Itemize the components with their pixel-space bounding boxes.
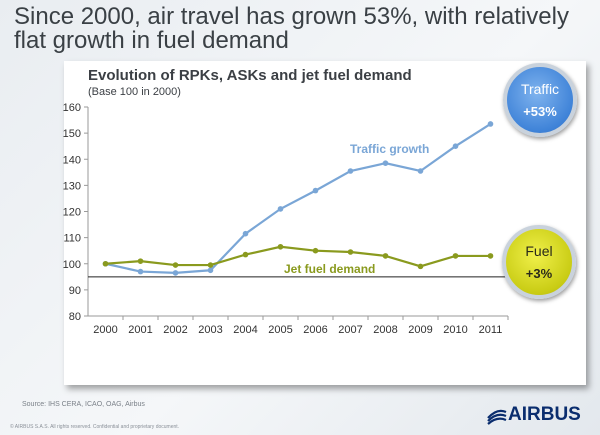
data-point-0 xyxy=(347,168,354,174)
y-tick-label: 100 xyxy=(63,259,81,271)
x-tick-label: 2004 xyxy=(233,324,257,336)
x-tick-label: 2007 xyxy=(338,324,362,336)
x-tick-label: 2000 xyxy=(93,324,117,336)
data-point-1 xyxy=(242,251,249,258)
data-point-1 xyxy=(452,253,459,259)
data-point-1 xyxy=(102,260,109,267)
series-label-fuel: Jet fuel demand xyxy=(284,262,375,276)
y-tick-label: 80 xyxy=(69,311,81,323)
y-tick-label: 160 xyxy=(63,102,81,114)
traffic-badge: Traffic +53% xyxy=(503,63,577,137)
chart-title: Evolution of RPKs, ASKs and jet fuel dem… xyxy=(88,67,412,84)
chart-card xyxy=(64,61,586,385)
series-label-traffic: Traffic growth xyxy=(350,142,429,156)
y-tick-label: 110 xyxy=(63,233,81,245)
data-point-1 xyxy=(277,243,284,250)
data-point-0 xyxy=(487,121,494,127)
chart-subtitle: (Base 100 in 2000) xyxy=(88,86,181,98)
data-point-0 xyxy=(452,143,459,149)
copyright-note: © AIRBUS S.A.S. All rights reserved. Con… xyxy=(10,424,180,430)
x-tick-label: 2010 xyxy=(443,324,467,336)
fuel-badge-value: +3% xyxy=(525,266,553,281)
x-tick-label: 2003 xyxy=(198,324,222,336)
data-point-1 xyxy=(207,262,214,268)
series-line-1 xyxy=(105,245,491,268)
airbus-logo-icon xyxy=(487,409,507,425)
x-tick-label: 2006 xyxy=(303,324,327,336)
y-tick-label: 150 xyxy=(63,128,81,140)
fuel-badge: Fuel +3% xyxy=(502,225,576,299)
data-point-0 xyxy=(417,168,424,174)
data-point-0 xyxy=(242,230,249,237)
x-tick-label: 2009 xyxy=(408,324,432,336)
traffic-badge-label: Traffic xyxy=(520,81,560,97)
data-point-0 xyxy=(172,270,179,276)
y-tick-label: 90 xyxy=(69,285,81,297)
y-tick-label: 140 xyxy=(63,154,81,166)
data-point-1 xyxy=(487,253,494,259)
data-point-0 xyxy=(137,268,144,275)
y-tick-label: 120 xyxy=(63,207,81,219)
x-tick-label: 2008 xyxy=(373,324,397,336)
data-point-1 xyxy=(172,262,179,268)
data-point-0 xyxy=(382,160,389,166)
airbus-logo-text: AIRBUS xyxy=(508,404,581,425)
data-point-0 xyxy=(312,187,319,194)
data-point-1 xyxy=(312,247,319,254)
headline: Since 2000, air travel has grown 53%, wi… xyxy=(14,3,569,54)
data-point-0 xyxy=(277,206,284,212)
data-point-0 xyxy=(207,267,214,274)
x-tick-label: 2002 xyxy=(163,324,187,336)
data-point-1 xyxy=(137,258,144,264)
x-tick-label: 2005 xyxy=(268,324,292,336)
x-tick-label: 2001 xyxy=(128,324,152,336)
source-note: Source: IHS CERA, ICAO, OAG, Airbus xyxy=(22,401,145,408)
x-tick-label: 2011 xyxy=(479,324,503,336)
fuel-badge-label: Fuel xyxy=(525,243,553,259)
traffic-badge-value: +53% xyxy=(523,104,557,119)
data-point-1 xyxy=(347,249,354,255)
data-point-1 xyxy=(382,253,389,259)
airbus-logo: AIRBUS xyxy=(486,403,596,425)
data-point-1 xyxy=(417,263,424,270)
y-tick-label: 130 xyxy=(63,180,81,192)
series-line-0 xyxy=(105,123,492,274)
